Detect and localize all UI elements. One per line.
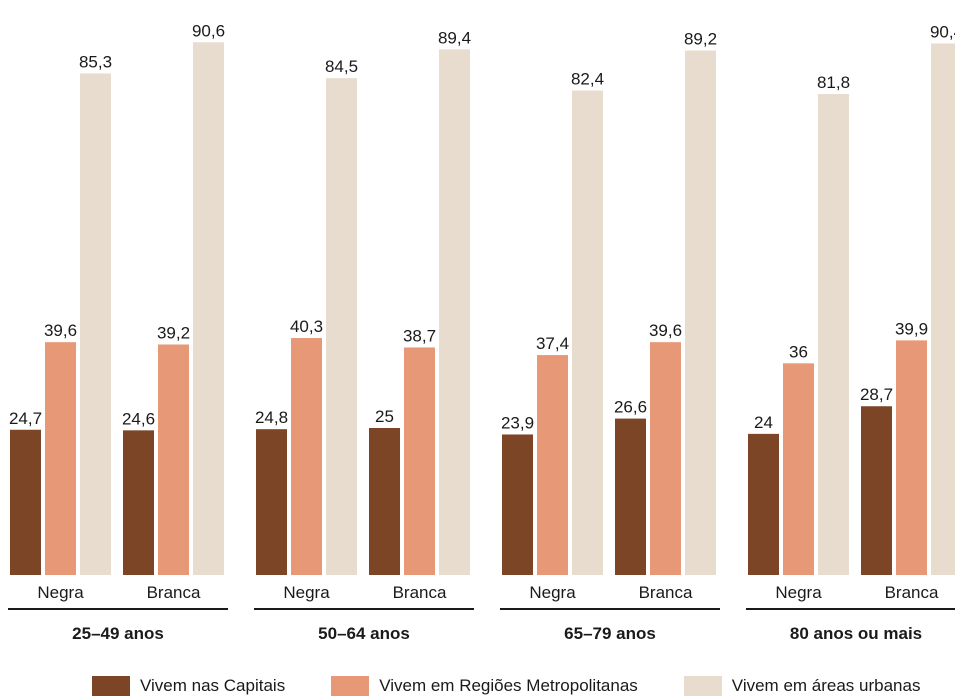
data-label-80-anos-ou-mais-negra-s2: 36 <box>789 342 808 361</box>
data-label-65-79-anos-branca-s2: 39,6 <box>649 321 682 340</box>
bar-25-49-anos-branca-s3 <box>193 42 224 576</box>
bar-65-79-anos-negra-s2 <box>537 355 568 575</box>
bar-50-64-anos-branca-s1 <box>369 428 400 575</box>
bar-80-anos-ou-mais-negra-s3 <box>818 94 849 576</box>
bar-80-anos-ou-mais-negra-s1 <box>748 433 779 575</box>
legend-label-capitais: Vivem nas Capitais <box>140 676 286 695</box>
legend-item-urbanas: Vivem em áreas urbanas <box>683 676 921 696</box>
data-label-50-64-anos-negra-s2: 40,3 <box>290 317 323 336</box>
bar-65-79-anos-negra-s3 <box>572 90 603 575</box>
bar-25-49-anos-negra-s3 <box>80 73 111 575</box>
data-label-50-64-anos-negra-s1: 24,8 <box>255 408 288 427</box>
data-label-50-64-anos-negra-s3: 84,5 <box>325 57 358 76</box>
category-label-50-64-anos-branca: Branca <box>393 583 447 602</box>
legend: Vivem nas Capitais Vivem em Regiões Metr… <box>92 676 920 696</box>
category-label-65-79-anos-branca: Branca <box>639 583 693 602</box>
group-label-65-79-anos: 65–79 anos <box>564 624 656 643</box>
bar-65-79-anos-negra-s1 <box>502 434 533 575</box>
category-label-65-79-anos-negra: Negra <box>529 583 576 602</box>
bar-80-anos-ou-mais-branca-s2 <box>896 340 927 575</box>
legend-label-urbanas: Vivem em áreas urbanas <box>731 676 921 695</box>
legend-swatch-urbanas <box>683 676 722 696</box>
data-label-65-79-anos-negra-s3: 82,4 <box>571 69 604 88</box>
data-label-25-49-anos-negra-s2: 39,6 <box>44 321 77 340</box>
data-label-65-79-anos-negra-s1: 23,9 <box>501 413 534 432</box>
data-label-80-anos-ou-mais-branca-s1: 28,7 <box>860 385 893 404</box>
bar-50-64-anos-negra-s3 <box>326 78 357 575</box>
bar-65-79-anos-branca-s2 <box>650 342 681 575</box>
bar-50-64-anos-negra-s2 <box>291 338 322 575</box>
data-label-50-64-anos-branca-s3: 89,4 <box>438 28 471 47</box>
legend-swatch-capitais <box>92 676 130 696</box>
bar-65-79-anos-branca-s1 <box>615 418 646 575</box>
group-label-25-49-anos: 25–49 anos <box>72 624 164 643</box>
bar-80-anos-ou-mais-branca-s3 <box>931 43 955 575</box>
legend-item-metropolitanas: Vivem em Regiões Metropolitanas <box>331 676 638 696</box>
data-label-80-anos-ou-mais-negra-s1: 24 <box>754 413 773 432</box>
data-label-80-anos-ou-mais-branca-s3: 90,4 <box>930 22 955 41</box>
data-label-50-64-anos-branca-s2: 38,7 <box>403 326 436 345</box>
group-label-50-64-anos: 50–64 anos <box>318 624 410 643</box>
legend-label-metropolitanas: Vivem em Regiões Metropolitanas <box>379 676 638 695</box>
bar-80-anos-ou-mais-branca-s1 <box>861 406 892 575</box>
bar-25-49-anos-negra-s1 <box>10 429 41 575</box>
category-label-25-49-anos-negra: Negra <box>37 583 84 602</box>
data-label-65-79-anos-branca-s1: 26,6 <box>614 398 647 417</box>
data-label-25-49-anos-negra-s3: 85,3 <box>79 52 112 71</box>
legend-item-capitais: Vivem nas Capitais <box>92 676 285 696</box>
data-label-65-79-anos-negra-s2: 37,4 <box>536 334 569 353</box>
data-label-65-79-anos-branca-s3: 89,2 <box>684 30 717 49</box>
data-label-80-anos-ou-mais-branca-s2: 39,9 <box>895 319 928 338</box>
category-label-25-49-anos-branca: Branca <box>147 583 201 602</box>
data-label-50-64-anos-branca-s1: 25 <box>375 407 394 426</box>
data-label-25-49-anos-branca-s3: 90,6 <box>192 21 225 40</box>
bar-50-64-anos-branca-s3 <box>439 49 470 575</box>
bar-50-64-anos-negra-s1 <box>256 429 287 575</box>
data-label-25-49-anos-branca-s2: 39,2 <box>157 324 190 343</box>
bar-25-49-anos-negra-s2 <box>45 342 76 575</box>
data-label-25-49-anos-branca-s1: 24,6 <box>122 409 155 428</box>
category-label-50-64-anos-negra: Negra <box>283 583 330 602</box>
category-label-80-anos-ou-mais-negra: Negra <box>775 583 822 602</box>
data-label-25-49-anos-negra-s1: 24,7 <box>9 409 42 428</box>
bar-25-49-anos-branca-s1 <box>123 430 154 575</box>
bar-65-79-anos-branca-s3 <box>685 50 716 575</box>
bar-80-anos-ou-mais-negra-s2 <box>783 363 814 575</box>
group-label-80-anos-ou-mais: 80 anos ou mais <box>790 624 922 643</box>
data-label-80-anos-ou-mais-negra-s3: 81,8 <box>817 73 850 92</box>
bar-50-64-anos-branca-s2 <box>404 347 435 575</box>
category-label-80-anos-ou-mais-branca: Branca <box>885 583 939 602</box>
bar-chart: 24,7 39,6 85,3 Negra 24,6 39,2 90,6 Branca 25–49… <box>8 21 955 643</box>
bar-25-49-anos-branca-s2 <box>158 344 189 575</box>
legend-swatch-metropolitanas <box>331 676 370 696</box>
